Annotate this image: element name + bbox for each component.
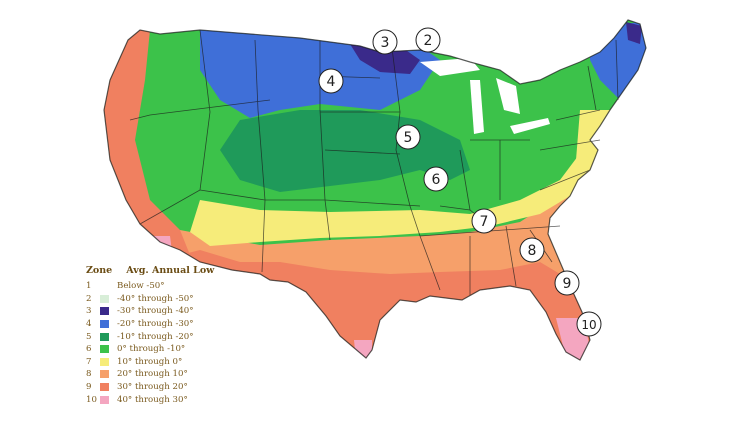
legend-header-zone: Zone [86,265,113,276]
svg-text:5: 5 [404,130,413,146]
legend-header-low: Avg. Annual Low [126,265,215,276]
svg-text:2: 2 [424,33,433,49]
legend-zone-number: 9 [86,382,92,393]
svg-text:3: 3 [381,35,390,51]
legend-rows: 1 Below -50° 2 -40° through -50° 3 -30° throu… [86,280,246,406]
legend-temperature-range: -10° through -20° [117,331,194,342]
legend-color-swatch [100,383,109,392]
legend-color-swatch [100,282,109,291]
legend-row-zone-7: 7 10° through 0° [86,356,246,369]
legend-temperature-range: 30° through 20° [117,382,188,393]
legend-row-zone-2: 2 -40° through -50° [86,293,246,306]
legend-row-zone-10: 10 40° through 30° [86,393,246,406]
zone-marker-10: 10 [576,311,602,337]
legend-temperature-range: 20° through 10° [117,369,188,380]
legend-header: Zone Avg. Annual Low [86,265,246,276]
legend-zone-number: 4 [86,319,92,330]
zone-marker-3: 3 [372,29,398,55]
svg-text:4: 4 [327,74,336,90]
zone-markers: 3 2 4 5 6 7 8 9 [318,27,602,337]
legend-zone-number: 5 [86,331,92,342]
lake-michigan [470,80,484,134]
legend-row-zone-8: 8 20° through 10° [86,368,246,381]
legend-row-zone-6: 6 0° through -10° [86,343,246,356]
svg-text:9: 9 [563,276,572,292]
zone-marker-8: 8 [519,237,545,263]
lake-erie [510,118,550,134]
zone-marker-9: 9 [554,270,580,296]
legend-color-swatch [100,332,109,341]
svg-text:6: 6 [432,172,441,188]
zone-3-north [350,44,420,74]
legend-zone-number: 8 [86,369,92,380]
lake-huron [496,78,520,114]
legend-zone-number: 10 [86,394,97,405]
legend-temperature-range: -20° through -30° [117,319,194,330]
legend-row-zone-3: 3 -30° through -40° [86,305,246,318]
zone-7-band [190,140,600,246]
zone-marker-2: 2 [415,27,441,53]
zone-marker-5: 5 [395,124,421,150]
legend-temperature-range: -30° through -40° [117,306,194,317]
zone-legend: Zone Avg. Annual Low 1 Below -50° 2 -40° th… [86,265,246,406]
svg-text:10: 10 [581,318,596,332]
legend-color-swatch [100,357,109,366]
lake-superior [420,58,480,76]
zone-marker-6: 6 [423,166,449,192]
legend-temperature-range: -40° through -50° [117,293,194,304]
legend-row-zone-4: 4 -20° through -30° [86,318,246,331]
legend-row-zone-5: 5 -10° through -20° [86,330,246,343]
legend-color-swatch [100,370,109,379]
legend-temperature-range: 10° through 0° [117,356,183,367]
zone-marker-7: 7 [471,208,497,234]
legend-color-swatch [100,320,109,329]
legend-row-zone-1: 1 Below -50° [86,280,246,293]
legend-temperature-range: Below -50° [117,281,165,292]
legend-temperature-range: 40° through 30° [117,394,188,405]
svg-text:8: 8 [528,243,537,259]
svg-text:7: 7 [480,214,489,230]
legend-zone-number: 2 [86,293,92,304]
legend-color-swatch [100,395,109,404]
zone-10-texas [354,340,372,360]
zone-marker-4: 4 [318,68,344,94]
legend-row-zone-9: 9 30° through 20° [86,381,246,394]
legend-zone-number: 7 [86,356,92,367]
legend-color-swatch [100,294,109,303]
zone-3-maine [626,22,642,44]
legend-color-swatch [100,345,109,354]
zone-10-california [150,236,172,252]
legend-color-swatch [100,307,109,316]
legend-zone-number: 3 [86,306,92,317]
legend-zone-number: 1 [86,281,92,292]
legend-temperature-range: 0° through -10° [117,344,186,355]
legend-zone-number: 6 [86,344,92,355]
